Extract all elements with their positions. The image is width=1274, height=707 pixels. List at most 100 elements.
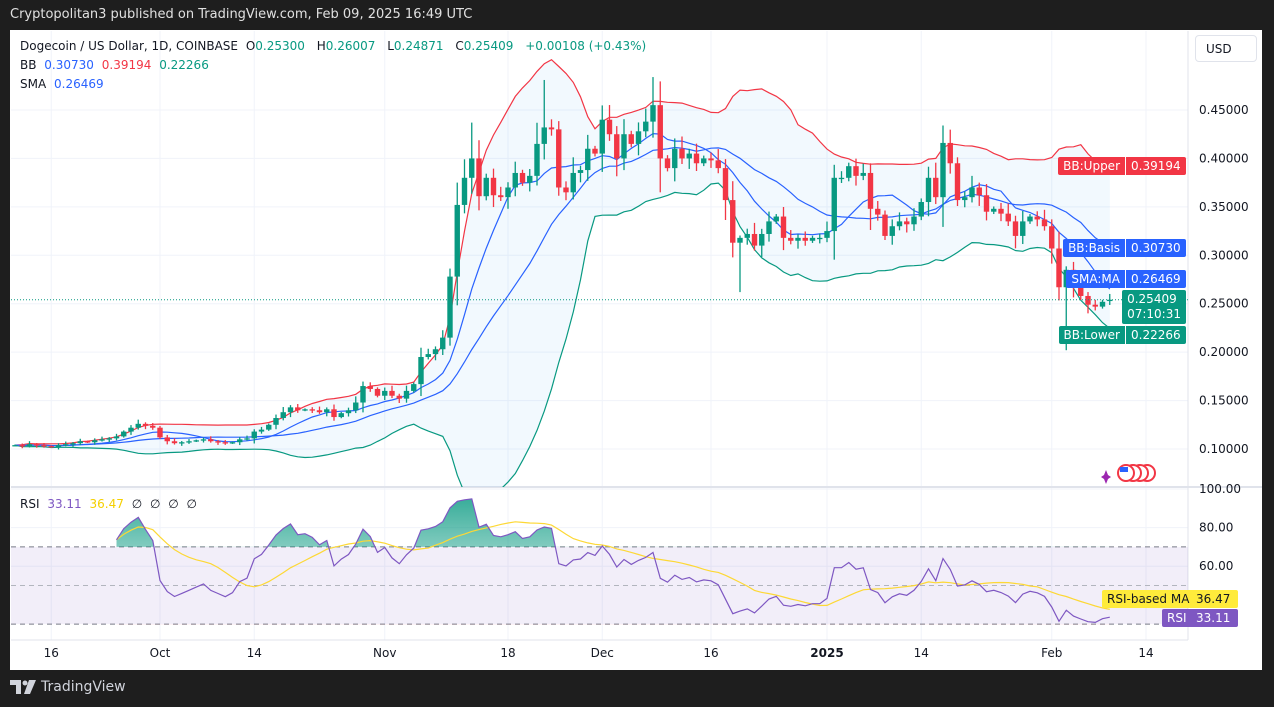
candle-body bbox=[316, 410, 323, 413]
candle-body bbox=[635, 131, 642, 144]
candle bbox=[585, 134, 591, 181]
candle-body bbox=[222, 442, 228, 444]
candle-body bbox=[331, 409, 337, 418]
candle-body bbox=[621, 134, 627, 159]
candle-body bbox=[1049, 226, 1055, 249]
candle-body bbox=[1092, 304, 1098, 307]
price-tick-label: 0.25000 bbox=[1199, 297, 1249, 311]
candle bbox=[628, 130, 634, 148]
symbol-legend[interactable]: Dogecoin / US Dollar, 1D, COINBASE O0.25… bbox=[20, 39, 650, 53]
candle-body bbox=[12, 445, 18, 447]
candle-body bbox=[454, 204, 460, 277]
candle bbox=[954, 157, 961, 207]
sma-line bbox=[14, 132, 1111, 447]
candle bbox=[635, 122, 642, 156]
candle-body bbox=[135, 423, 141, 428]
candle bbox=[614, 126, 620, 177]
bar-countdown: 07:10:31 bbox=[1127, 307, 1181, 321]
tradingview-brand[interactable]: TradingView bbox=[10, 679, 126, 695]
candle-body bbox=[425, 354, 431, 357]
candle-body bbox=[976, 187, 982, 196]
candle-body bbox=[657, 105, 663, 159]
rsi-label: RSI bbox=[20, 497, 40, 511]
candle-body bbox=[780, 216, 787, 238]
price-tick-label: 0.45000 bbox=[1199, 103, 1249, 117]
candle bbox=[389, 385, 395, 399]
rsi-legend[interactable]: RSI 33.11 36.47 ∅ ∅ ∅ ∅ bbox=[20, 497, 201, 511]
bb-legend[interactable]: BB 0.30730 0.39194 0.22266 bbox=[20, 58, 213, 72]
price-pane bbox=[11, 58, 1188, 487]
candle bbox=[759, 228, 765, 257]
candle bbox=[411, 382, 417, 393]
rsi-tag: RSI bbox=[1162, 609, 1192, 627]
candle bbox=[48, 445, 54, 448]
candle bbox=[302, 408, 308, 412]
candle-body bbox=[150, 425, 156, 428]
low-label: L bbox=[387, 39, 394, 53]
candle bbox=[222, 440, 228, 445]
candle-body bbox=[599, 119, 605, 154]
candle-body bbox=[92, 440, 98, 443]
candle-body bbox=[461, 177, 468, 205]
rsi-ma-tag-value: 36.47 bbox=[1190, 590, 1238, 608]
candle bbox=[788, 230, 794, 245]
candle bbox=[643, 108, 649, 138]
candle-body bbox=[860, 172, 866, 176]
candle-body bbox=[875, 208, 881, 215]
candle bbox=[498, 186, 504, 201]
rsi-overbought-fill bbox=[116, 498, 1110, 547]
candle-body bbox=[1085, 295, 1091, 305]
na-value: ∅ bbox=[168, 497, 179, 511]
last-price-value: 0.25409 bbox=[1127, 292, 1177, 306]
time-tick-label: 14 bbox=[247, 646, 262, 660]
sma-value: 0.26469 bbox=[54, 77, 104, 91]
candle-body bbox=[744, 233, 750, 238]
candle bbox=[1005, 203, 1011, 226]
candle bbox=[592, 145, 598, 157]
candle-body bbox=[947, 142, 953, 164]
candle bbox=[353, 396, 359, 414]
rsi-line bbox=[115, 498, 1110, 624]
rsi-axis[interactable]: 100.00 80.00 60.00 bbox=[1199, 482, 1241, 573]
candle-body bbox=[164, 437, 170, 442]
rsi-ma-value: 36.47 bbox=[89, 497, 124, 511]
sma-tag-value: 0.26469 bbox=[1126, 270, 1186, 288]
candle-body bbox=[244, 438, 250, 440]
candle bbox=[708, 152, 714, 168]
candle bbox=[34, 442, 40, 448]
candle bbox=[556, 121, 562, 196]
candle-body bbox=[969, 187, 975, 198]
sma-legend[interactable]: SMA 0.26469 bbox=[20, 77, 108, 91]
candle-body bbox=[483, 177, 489, 197]
candle-body bbox=[686, 153, 692, 159]
currency-button[interactable]: USD bbox=[1195, 35, 1257, 62]
candle bbox=[1027, 214, 1033, 224]
candle bbox=[969, 175, 975, 203]
candle bbox=[882, 210, 888, 241]
candle-body bbox=[280, 412, 286, 419]
time-tick-label: Dec bbox=[591, 646, 614, 660]
time-axis[interactable]: 16 Oct 14 Nov 18 Dec 16 2025 14 Feb 14 bbox=[44, 646, 1154, 660]
bb-upper-value: 0.39194 bbox=[101, 58, 152, 72]
candle bbox=[1049, 219, 1055, 264]
bb-lower-tag: BB:Lower bbox=[1058, 326, 1125, 344]
candle bbox=[512, 161, 518, 197]
time-tick-label: Nov bbox=[373, 646, 396, 660]
bb-upper-tag: BB:Upper bbox=[1058, 157, 1125, 175]
events-icon[interactable] bbox=[1101, 464, 1156, 484]
price-axis[interactable]: 0.45000 0.40000 0.35000 0.30000 0.25000 0.200… bbox=[1199, 103, 1249, 456]
candle bbox=[701, 155, 707, 167]
candle-body bbox=[360, 386, 366, 403]
candle bbox=[331, 404, 337, 421]
rsi-pane bbox=[11, 498, 1188, 625]
candle bbox=[19, 443, 25, 449]
candle-body bbox=[867, 172, 874, 209]
candle bbox=[519, 169, 526, 186]
candle-body bbox=[295, 407, 301, 411]
candle bbox=[106, 437, 112, 443]
candle bbox=[672, 138, 678, 182]
tradingview-logo-icon bbox=[10, 680, 36, 694]
candle bbox=[295, 404, 301, 413]
candle bbox=[846, 162, 852, 182]
